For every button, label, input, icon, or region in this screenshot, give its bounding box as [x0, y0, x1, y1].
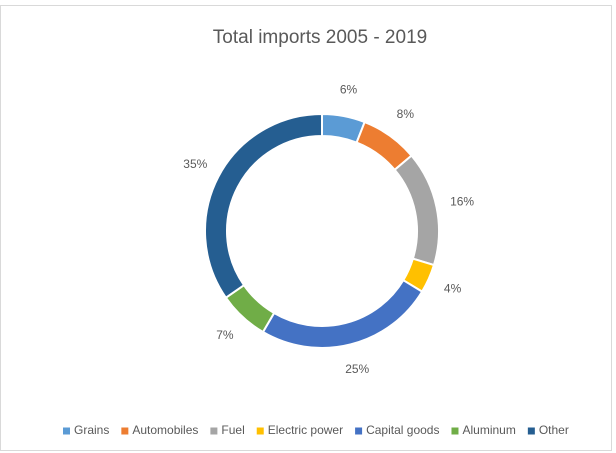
data-label: 35%: [183, 157, 207, 171]
legend-swatch: [451, 427, 459, 435]
chart-frame: [0, 5, 612, 451]
legend-label: Capital goods: [366, 423, 439, 437]
data-label: 25%: [345, 362, 369, 376]
legend-label: Other: [539, 423, 569, 437]
legend-label: Automobiles: [132, 423, 198, 437]
data-label: 4%: [444, 281, 462, 295]
legend-label: Aluminum: [462, 423, 515, 437]
legend-swatch: [355, 427, 363, 435]
legend-swatch: [527, 427, 535, 435]
data-label: 16%: [450, 194, 474, 208]
legend-swatch: [256, 427, 264, 435]
chart-title: Total imports 2005 - 2019: [213, 27, 427, 48]
data-label: 8%: [397, 107, 415, 121]
data-label: 7%: [216, 328, 234, 342]
donut-segment: [204, 112, 323, 300]
legend-label: Fuel: [221, 423, 244, 437]
legend-label: Grains: [74, 423, 109, 437]
data-label: 6%: [340, 83, 358, 97]
legend-swatch: [121, 427, 129, 435]
legend-swatch: [63, 427, 70, 435]
legend-swatch: [210, 427, 218, 435]
legend-label: Electric power: [268, 423, 343, 437]
